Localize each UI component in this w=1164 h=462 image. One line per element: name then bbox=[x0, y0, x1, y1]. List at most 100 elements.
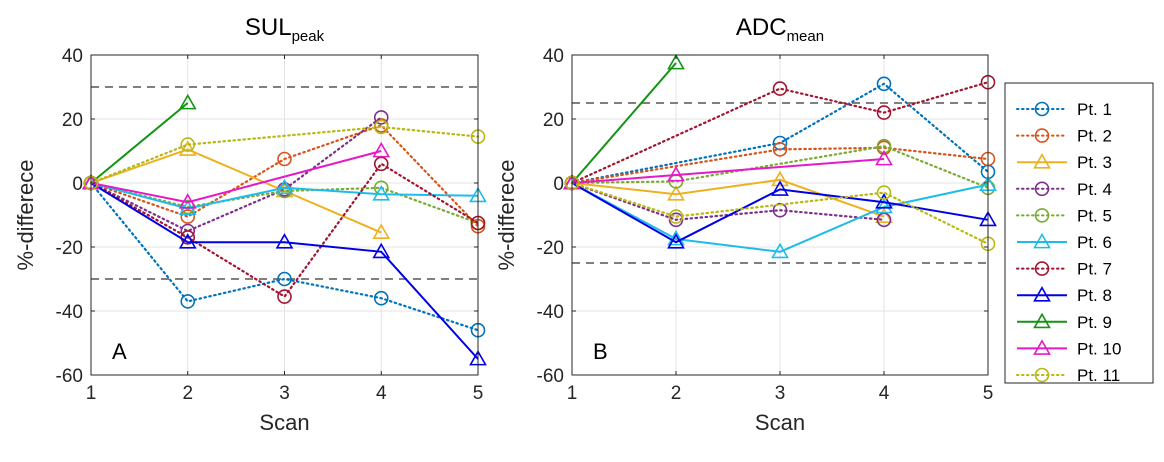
data-point bbox=[372, 185, 391, 201]
x-axis-label: Scan bbox=[755, 410, 805, 435]
y-tick-label: 40 bbox=[62, 46, 83, 67]
data-point bbox=[772, 202, 788, 218]
series-line bbox=[89, 124, 480, 228]
y-tick-label: -40 bbox=[537, 302, 564, 323]
data-point bbox=[372, 141, 391, 158]
panel-label: A bbox=[112, 339, 127, 364]
legend-label: Pt. 2 bbox=[1077, 127, 1112, 146]
series-line bbox=[571, 62, 677, 184]
x-tick-label: 1 bbox=[86, 383, 97, 404]
x-tick-label: 3 bbox=[279, 383, 290, 404]
legend-label: Pt. 10 bbox=[1077, 339, 1121, 358]
chart-title-main: SUL bbox=[245, 14, 292, 41]
data-point bbox=[178, 93, 197, 110]
series-line bbox=[571, 158, 885, 184]
legend-label: Pt. 8 bbox=[1077, 286, 1112, 305]
y-tick-label: 20 bbox=[62, 110, 83, 131]
legend-label: Pt. 9 bbox=[1077, 313, 1112, 332]
legend-label: Pt. 6 bbox=[1077, 233, 1112, 252]
series-line bbox=[89, 181, 480, 225]
y-axis-label: %-differece bbox=[13, 160, 38, 271]
legend-marker bbox=[1034, 208, 1050, 223]
series-line bbox=[89, 181, 480, 332]
series-line bbox=[570, 181, 990, 245]
legend: Pt. 1 Pt. 2 Pt. 3 Pt. 4 Pt. 5 Pt. 6 Pt. 7 Pt. 8… bbox=[1004, 82, 1154, 385]
legend-label: Pt. 11 bbox=[1077, 366, 1120, 385]
data-point bbox=[875, 149, 893, 166]
x-tick-label: 4 bbox=[879, 383, 890, 404]
panel-label: B bbox=[593, 339, 608, 364]
legend-marker bbox=[1033, 153, 1051, 169]
data-point bbox=[277, 289, 292, 304]
y-tick-label: -60 bbox=[56, 366, 83, 387]
chart-title-subscript: peak bbox=[292, 28, 325, 45]
x-tick-label: 3 bbox=[775, 383, 786, 404]
series-line bbox=[90, 148, 382, 234]
legend-entry: Pt. 3 bbox=[1017, 153, 1112, 172]
data-point bbox=[668, 209, 684, 224]
legend-entry: Pt. 6 bbox=[1017, 232, 1112, 252]
chart-title: SULpeak bbox=[245, 14, 325, 45]
legend-marker bbox=[1033, 286, 1051, 302]
legend-entry: Pt. 10 bbox=[1017, 339, 1121, 358]
chart-panel-2: 1 2 3 4 5 -60 -40 -20 0 20 40 Scan %-differece ADCmea… bbox=[494, 14, 997, 435]
series-line bbox=[89, 162, 480, 299]
data-point bbox=[875, 193, 893, 209]
data-point bbox=[178, 233, 197, 249]
data-point bbox=[667, 229, 685, 246]
x-tick-label: 5 bbox=[983, 383, 994, 404]
data-point bbox=[771, 242, 789, 259]
data-point bbox=[876, 105, 892, 120]
y-tick-label: 40 bbox=[543, 46, 564, 67]
legend-entry: Pt. 2 bbox=[1016, 127, 1112, 146]
data-point bbox=[180, 209, 196, 224]
series-pt-11 bbox=[83, 119, 486, 191]
data-point bbox=[876, 185, 892, 200]
data-point bbox=[875, 197, 893, 214]
y-tick-label: -20 bbox=[56, 238, 83, 259]
legend-entry: Pt. 9 bbox=[1017, 312, 1112, 332]
data-point bbox=[667, 185, 685, 201]
data-point bbox=[373, 110, 389, 125]
y-tick-label: -60 bbox=[537, 366, 564, 387]
x-tick-label: 4 bbox=[376, 383, 387, 404]
legend-label: Pt. 5 bbox=[1077, 206, 1112, 225]
data-point bbox=[373, 290, 389, 306]
data-point bbox=[178, 193, 197, 209]
data-point bbox=[372, 242, 391, 259]
data-point bbox=[771, 180, 789, 196]
legend-marker bbox=[1034, 101, 1050, 117]
data-point bbox=[876, 76, 892, 92]
x-tick-label: 5 bbox=[473, 383, 484, 404]
series-line bbox=[89, 116, 383, 233]
legend-marker bbox=[1034, 367, 1050, 383]
y-tick-label: 0 bbox=[553, 174, 564, 195]
data-point bbox=[275, 178, 294, 195]
chart-title-subscript: mean bbox=[787, 28, 825, 45]
data-point bbox=[875, 207, 893, 224]
series-line bbox=[571, 182, 989, 244]
legend-entry: Pt. 8 bbox=[1017, 286, 1112, 305]
legend-label: Pt. 7 bbox=[1077, 260, 1112, 279]
x-tick-label: 2 bbox=[671, 383, 682, 404]
data-point bbox=[372, 223, 391, 240]
legend-entry: Pt. 5 bbox=[1016, 206, 1112, 225]
chart-title: ADCmean bbox=[736, 14, 824, 45]
series-line bbox=[571, 182, 989, 253]
x-tick-label: 2 bbox=[182, 383, 193, 404]
legend-box bbox=[1004, 82, 1154, 384]
x-axis-label: Scan bbox=[259, 410, 309, 435]
data-point bbox=[667, 165, 685, 182]
legend-marker bbox=[1033, 339, 1051, 355]
data-point bbox=[667, 53, 685, 70]
y-tick-label: 0 bbox=[72, 174, 83, 195]
data-point bbox=[277, 151, 292, 167]
x-tick-label: 1 bbox=[567, 383, 578, 404]
chart-panel-1: 1 2 3 4 5 -60 -40 -20 0 20 40 Scan %-differece SULpea… bbox=[13, 14, 487, 435]
series-line bbox=[90, 182, 479, 210]
data-point bbox=[178, 140, 197, 156]
data-point bbox=[180, 294, 196, 309]
series-line bbox=[89, 125, 480, 185]
y-tick-label: -40 bbox=[56, 302, 83, 323]
